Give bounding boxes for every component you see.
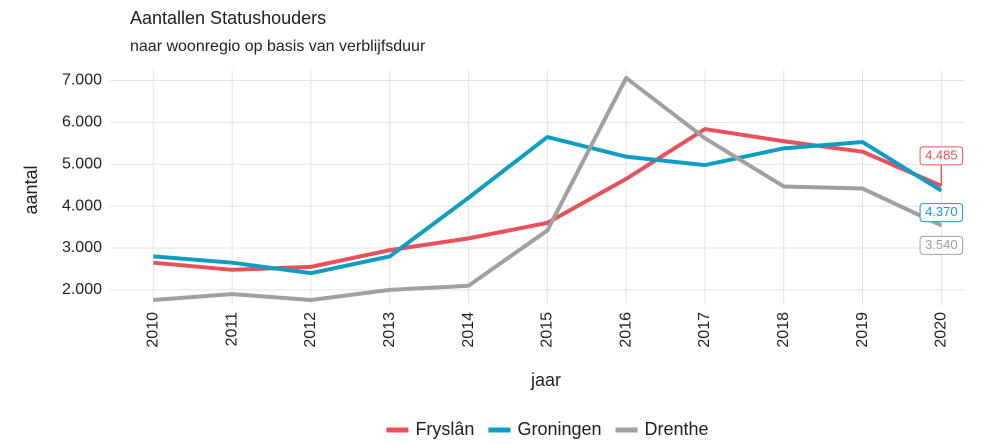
x-tick-label: 2020 [933,312,950,348]
value-label-text: 4.485 [925,147,958,162]
x-tick-label: 2017 [696,312,713,348]
y-tick-label: 7.000 [62,72,102,89]
series-line [153,135,943,276]
y-tick-label: 4.000 [62,197,102,214]
legend-label: Drenthe [645,419,709,439]
x-tick-label: 2018 [775,312,792,348]
x-tick-label: 2014 [460,312,477,348]
chart-subtitle: naar woonregio op basis van verblijfsduu… [130,38,426,55]
y-axis-label: aantal [21,165,41,214]
y-tick-label: 2.000 [62,281,102,298]
value-label: 4.485 [919,146,964,166]
x-tick-label: 2019 [854,312,871,348]
legend: Fryslân Groningen Drenthe [386,419,709,439]
value-label-box [919,146,964,166]
legend-label: Groningen [517,419,601,439]
value-label-text: 4.370 [925,204,958,219]
value-label-box [919,235,964,255]
x-tick-label: 2015 [539,312,556,348]
x-tick-label: 2012 [302,312,319,348]
value-label-text: 3.540 [925,237,958,252]
x-tick-label: 2013 [381,312,398,348]
x-tick-label: 2011 [223,312,240,347]
value-label: 4.370 [919,203,964,223]
x-axis-label: jaar [530,370,561,390]
series-line [153,75,943,302]
x-tick-label: 2010 [145,312,162,348]
legend-label: Fryslân [415,419,474,439]
y-tick-label: 5.000 [62,155,102,172]
y-tick-label: 3.000 [62,239,102,256]
chart-title: Aantallen Statushouders [130,8,326,28]
value-label-box [919,203,964,223]
value-label: 3.540 [919,235,964,255]
x-tick-label: 2016 [617,312,634,348]
y-tick-label: 6.000 [62,114,102,131]
